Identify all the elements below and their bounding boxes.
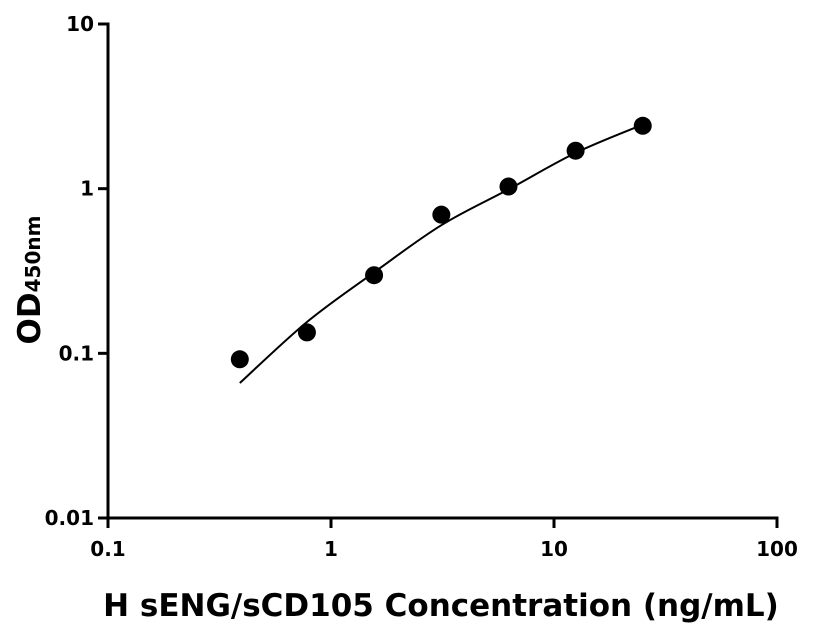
x-tick-label: 0.1 bbox=[90, 537, 125, 561]
x-tick-label: 100 bbox=[756, 537, 798, 561]
y-tick-label: 10 bbox=[66, 12, 94, 36]
x-tick-label: 1 bbox=[324, 537, 338, 561]
y-axis-label: OD450nm bbox=[12, 216, 48, 345]
y-tick-label: 0.01 bbox=[45, 506, 94, 530]
y-axis-label-main: OD bbox=[12, 292, 48, 344]
data-point bbox=[365, 266, 384, 285]
fit-curve bbox=[239, 123, 644, 384]
data-point bbox=[432, 205, 451, 224]
x-tick-label: 10 bbox=[540, 537, 568, 561]
data-point bbox=[230, 350, 249, 369]
data-point bbox=[297, 323, 316, 342]
x-axis-label: H sENG/sCD105 Concentration (ng/mL) bbox=[103, 588, 779, 624]
y-tick-label: 1 bbox=[80, 177, 94, 201]
y-axis-label-sub: 450nm bbox=[21, 216, 45, 293]
y-tick-label: 0.1 bbox=[59, 341, 94, 365]
data-point bbox=[633, 116, 652, 135]
